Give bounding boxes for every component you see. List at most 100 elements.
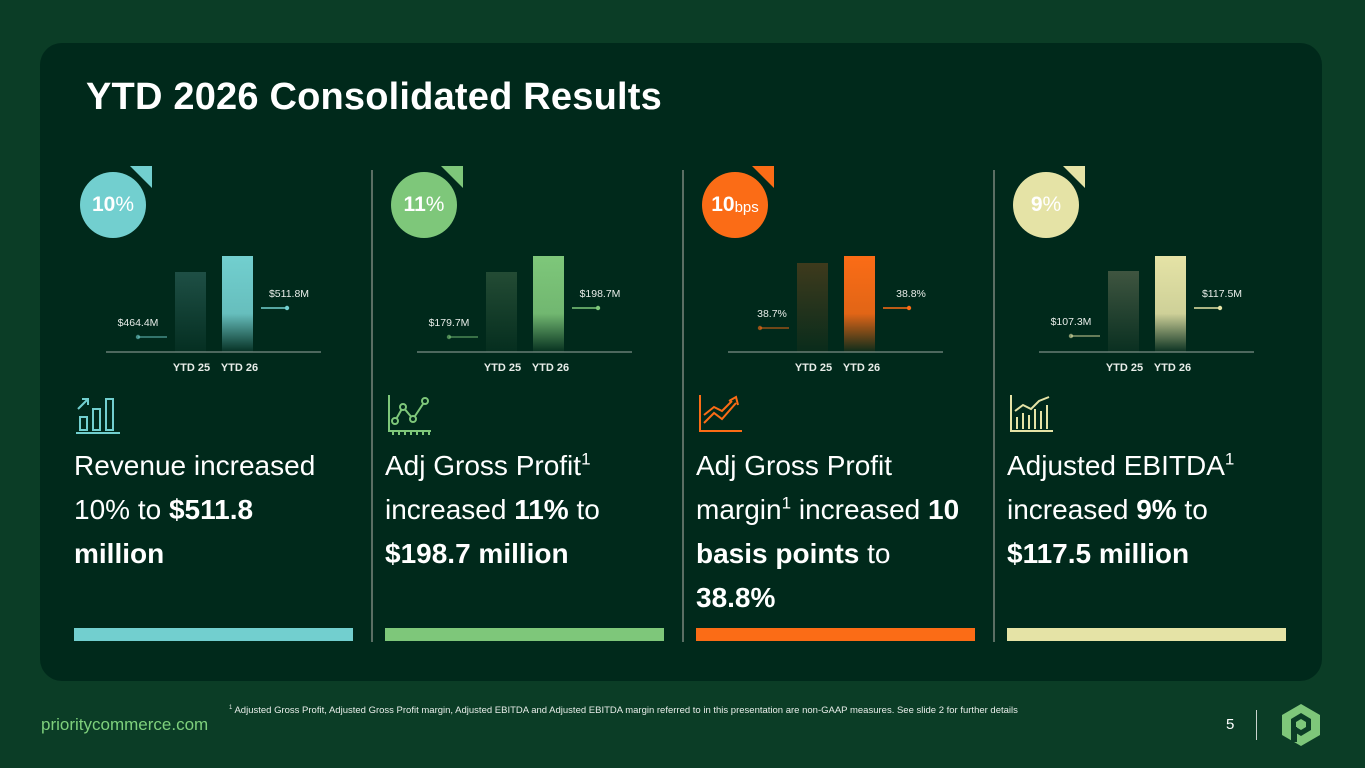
tick-label-ytd26: YTD 26 — [221, 362, 258, 374]
kpi-card: $464.4M $511.8M YTD 25 YTD 26 10% Revenue inc… — [40, 165, 353, 645]
bar-ytd25 — [175, 272, 206, 352]
data-label-ytd26: 38.8% — [896, 288, 926, 300]
description-text: Adj Gross Profit margin — [696, 450, 893, 525]
data-label-ytd25: $464.4M — [118, 317, 159, 329]
description-text: 9% — [1136, 494, 1177, 525]
footnote: 1 Adjusted Gross Profit, Adjusted Gross … — [229, 705, 1018, 716]
bar-ytd25 — [797, 263, 828, 352]
growth-badge: 9% — [1013, 166, 1085, 238]
footnote-marker: 1 — [229, 704, 233, 711]
description-text: to — [568, 494, 600, 525]
description-text: Adj Gross Profit — [385, 450, 582, 481]
kpi-description: Adj Gross Profit margin1 increased 10 ba… — [696, 444, 966, 620]
column-divider — [993, 170, 995, 642]
badge-pointer-icon — [441, 166, 463, 188]
trend-up-icon — [699, 395, 742, 432]
badge-unit: bps — [734, 198, 759, 216]
tick-label-ytd25: YTD 25 — [173, 362, 210, 374]
bar-ytd26 — [222, 256, 253, 352]
footnote-ref: 1 — [1224, 449, 1235, 469]
bar-ytd26 — [533, 256, 564, 352]
kpi-description: Adjusted EBITDA1 increased 9% to $117.5 … — [1007, 444, 1277, 576]
accent-bar — [74, 628, 353, 641]
badge-value: 10 — [711, 193, 735, 216]
kpi-card: $179.7M $198.7M YTD 25 YTD 26 11% Adj Gross P… — [351, 165, 664, 645]
tick-label-ytd25: YTD 25 — [795, 362, 832, 374]
description-text: increased — [385, 494, 515, 525]
value-dot — [135, 334, 141, 340]
bar-chart: $464.4M $511.8M YTD 25 YTD 26 — [106, 256, 321, 374]
website-link[interactable]: prioritycommerce.com — [41, 715, 209, 734]
page-title: YTD 2026 Consolidated Results — [86, 76, 662, 118]
content-panel — [40, 43, 1322, 681]
kpi-description: Revenue increased 10% to $511.8 million — [74, 444, 344, 576]
priority-logo-icon — [1282, 704, 1320, 746]
data-label-ytd26: $511.8M — [269, 288, 309, 300]
tick-label-ytd25: YTD 25 — [1106, 362, 1143, 374]
footnote-text: Adjusted Gross Profit, Adjusted Gross Pr… — [232, 704, 1018, 716]
footnote-ref: 1 — [581, 449, 591, 469]
bar-chart: $107.3M $117.5M YTD 25 YTD 26 — [1039, 256, 1254, 374]
bar-chart: 38.7% 38.8% YTD 25 YTD 26 — [728, 256, 943, 374]
value-dot — [446, 334, 452, 340]
tick-label-ytd26: YTD 26 — [532, 362, 569, 374]
description-text: to — [130, 494, 169, 525]
badge-unit: % — [115, 193, 135, 216]
value-dot — [595, 305, 601, 311]
data-label-ytd26: $198.7M — [580, 288, 621, 300]
badge-unit: % — [1042, 193, 1062, 216]
badge-unit: % — [425, 193, 445, 216]
bar-ytd25 — [486, 272, 517, 352]
description-text: Revenue increased — [74, 450, 316, 481]
kpi-description: Adj Gross Profit1 increased 11% to $198.… — [385, 444, 655, 576]
bar-ytd26 — [1155, 256, 1186, 352]
bar-ytd26 — [844, 256, 875, 352]
description-text: increased — [791, 494, 929, 525]
value-dot — [284, 305, 290, 311]
data-label-ytd25: $179.7M — [429, 317, 470, 329]
description-text: Adjusted EBITDA — [1007, 450, 1225, 481]
column-divider — [682, 170, 684, 642]
bar-line-icon — [1010, 395, 1053, 432]
line-chart-icon — [388, 395, 431, 435]
kpi-card: 38.7% 38.8% YTD 25 YTD 26 10 bps Adj Gross Pro… — [662, 165, 975, 645]
tick-label-ytd26: YTD 26 — [1154, 362, 1191, 374]
data-label-ytd26: $117.5M — [1202, 288, 1242, 300]
growth-badge: 10% — [80, 166, 152, 238]
description-text: $198.7 million — [385, 538, 569, 569]
growth-badge: 10 bps — [702, 166, 774, 238]
badge-pointer-icon — [752, 166, 774, 188]
value-dot — [757, 325, 763, 331]
description-text: $511.8 million — [74, 494, 254, 569]
footnote-ref: 1 — [781, 493, 792, 513]
description-text: $117.5 million — [1007, 538, 1190, 569]
column-divider — [371, 170, 373, 642]
value-dot — [906, 305, 912, 311]
description-text: 10 basis points — [696, 494, 960, 569]
value-dot — [1068, 333, 1074, 339]
badge-value: 9 — [1030, 193, 1043, 216]
value-dot — [1217, 305, 1223, 311]
accent-bar — [696, 628, 975, 641]
data-label-ytd25: 38.7% — [757, 308, 787, 320]
description-text: increased — [1007, 494, 1137, 525]
description-text: 10% — [74, 494, 131, 525]
description-text: to — [859, 538, 891, 569]
accent-bar — [1007, 628, 1286, 641]
badge-value: 10 — [91, 193, 116, 216]
description-text: 11% — [514, 494, 569, 525]
tick-label-ytd25: YTD 25 — [484, 362, 521, 374]
kpi-card: $107.3M $117.5M YTD 25 YTD 26 9% Adjusted EBI… — [973, 165, 1286, 645]
footer-separator — [1256, 710, 1257, 740]
description-text: to — [1176, 494, 1208, 525]
bar-growth-icon — [76, 398, 120, 434]
badge-pointer-icon — [130, 166, 152, 188]
page-number: 5 — [1226, 716, 1235, 733]
bar-ytd25 — [1108, 271, 1139, 352]
accent-bar — [385, 628, 664, 641]
growth-badge: 11% — [391, 166, 463, 238]
data-label-ytd25: $107.3M — [1051, 316, 1092, 328]
description-text: 38.8% — [696, 582, 776, 613]
bar-chart: $179.7M $198.7M YTD 25 YTD 26 — [417, 256, 632, 374]
tick-label-ytd26: YTD 26 — [843, 362, 880, 374]
